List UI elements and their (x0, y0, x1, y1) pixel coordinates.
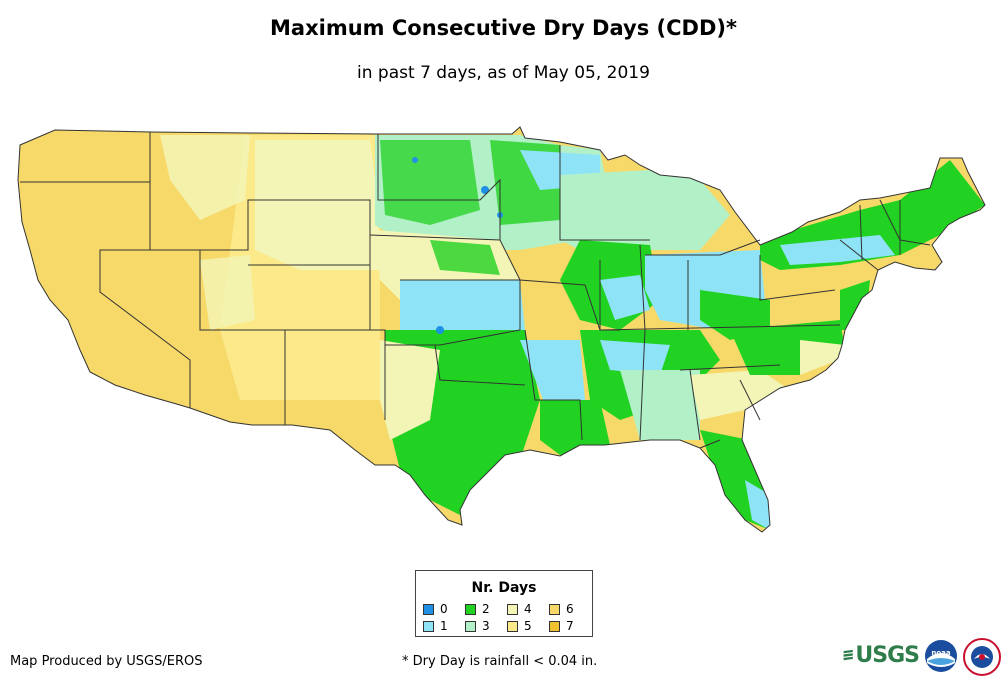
usgs-logo: USGS (843, 640, 920, 670)
noaa-logo-icon: noaa (925, 640, 957, 672)
legend-box: Nr. Days 0 1 2 3 4 5 6 7 (415, 570, 593, 637)
legend-label: 0 (440, 602, 448, 616)
legend-item-7: 7 (549, 619, 574, 633)
legend-item-5: 5 (507, 619, 532, 633)
legend-label: 7 (566, 619, 574, 633)
credit-text: Map Produced by USGS/EROS (10, 654, 203, 669)
legend-item-4: 4 (507, 602, 532, 616)
legend-swatch (507, 620, 518, 632)
legend-swatch (507, 603, 518, 615)
legend-label: 2 (482, 602, 490, 616)
legend-swatch (423, 620, 434, 632)
legend-item-3: 3 (465, 619, 490, 633)
legend-label: 3 (482, 619, 490, 633)
legend-label: 6 (566, 602, 574, 616)
legend-title: Nr. Days (471, 580, 537, 596)
legend-item-1: 1 (423, 619, 448, 633)
legend-swatch (549, 620, 560, 632)
precip-zones (160, 135, 985, 530)
legend-item-0: 0 (423, 602, 448, 616)
legend-item-2: 2 (465, 602, 490, 616)
footnote-text: * Dry Day is rainfall < 0.04 in. (402, 654, 598, 669)
noaa-logo-text: noaa (931, 649, 951, 657)
nws-logo-icon (963, 638, 1001, 676)
map-subtitle: in past 7 days, as of May 05, 2019 (357, 63, 650, 83)
legend-swatch (423, 603, 434, 615)
legend-swatch (465, 620, 476, 632)
legend-label: 1 (440, 619, 448, 633)
map-title: Maximum Consecutive Dry Days (CDD)* (270, 16, 737, 40)
usgs-wordmark: USGS (855, 642, 920, 668)
usgs-mark-icon (843, 649, 853, 661)
legend-label: 5 (524, 619, 532, 633)
legend-swatch (549, 603, 560, 615)
state-borders (17, 126, 986, 533)
legend-label: 4 (524, 602, 532, 616)
legend-item-6: 6 (549, 602, 574, 616)
legend-swatch (465, 603, 476, 615)
